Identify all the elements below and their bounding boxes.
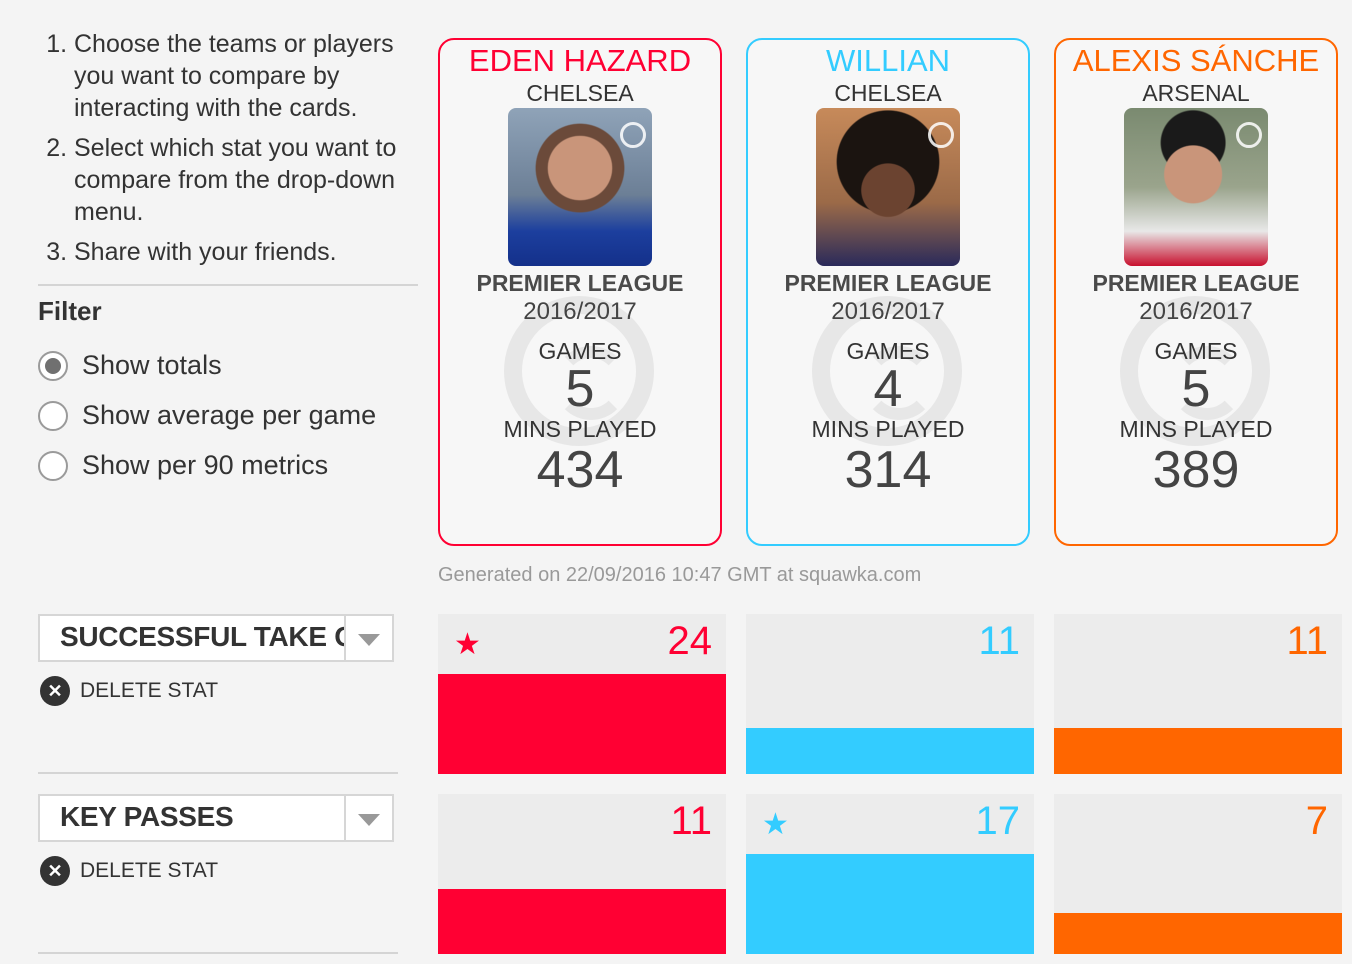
stat-bar — [1054, 913, 1342, 954]
stat-bar — [746, 854, 1034, 954]
divider — [38, 284, 418, 286]
stat-bar — [438, 674, 726, 774]
star-icon: ★ — [762, 808, 789, 841]
player-photo — [508, 108, 652, 266]
instructions-list: Choose the teams or players you want to … — [40, 28, 416, 276]
league-name: PREMIER LEAGUE — [1092, 270, 1300, 296]
player-photo — [1124, 108, 1268, 266]
games-label: GAMES — [1154, 338, 1238, 364]
squawka-logo-icon — [1236, 122, 1262, 148]
stat-bar — [746, 728, 1034, 774]
player-team: CHELSEA — [834, 80, 942, 106]
stat-value-box: 17 ★ — [746, 794, 1034, 954]
radio-button[interactable] — [38, 450, 68, 481]
player-card-hazard[interactable]: EDEN HAZARD CHELSEA PREMIER LEAGUE 2016/… — [438, 38, 722, 546]
filter-title: Filter — [38, 296, 102, 326]
stat-value: 7 — [1305, 799, 1328, 843]
instruction-step: Choose the teams or players you want to … — [74, 28, 416, 124]
filter-option-label: Show average per game — [82, 400, 377, 430]
games-value: 4 — [873, 360, 903, 418]
player-team: ARSENAL — [1142, 80, 1250, 106]
player-card-sanchez[interactable]: ALEXIS SÁNCHE ARSENAL PREMIER LEAGUE 201… — [1054, 38, 1338, 546]
stat-select-2[interactable]: KEY PASSES — [38, 794, 394, 842]
stat-select-1[interactable]: SUCCESSFUL TAKE ONS — [38, 614, 394, 662]
stat-value: 11 — [670, 799, 712, 843]
filter-option-average[interactable]: Show average per game — [38, 400, 376, 431]
stat-value: 24 — [667, 619, 713, 663]
stat-value: 11 — [1286, 619, 1328, 663]
stat-value-box: 24 ★ — [438, 614, 726, 774]
player-card-willian[interactable]: WILLIAN CHELSEA PREMIER LEAGUE 2016/2017… — [746, 38, 1030, 546]
squawka-logo-icon — [928, 122, 954, 148]
generated-note: Generated on 22/09/2016 10:47 GMT at squ… — [438, 564, 922, 586]
stat-select-value: KEY PASSES — [60, 801, 234, 832]
games-label: GAMES — [538, 338, 622, 364]
player-photo — [816, 108, 960, 266]
close-icon[interactable]: ✕ — [40, 856, 70, 886]
radio-button[interactable] — [38, 400, 68, 431]
games-value: 5 — [565, 360, 595, 418]
mins-value: 434 — [536, 441, 624, 499]
stat-value: 11 — [978, 619, 1020, 663]
radio-button[interactable] — [38, 350, 68, 381]
divider — [38, 952, 398, 954]
instruction-step: Select which stat you want to compare fr… — [74, 132, 416, 228]
chevron-down-icon[interactable] — [344, 796, 392, 840]
stat-value-box: 7 — [1054, 794, 1342, 954]
filter-option-per90[interactable]: Show per 90 metrics — [38, 450, 328, 481]
mins-value: 314 — [844, 441, 932, 499]
stat-value-box: 11 — [746, 614, 1034, 774]
player-team: CHELSEA — [526, 80, 634, 106]
mins-value: 389 — [1152, 441, 1240, 499]
close-icon[interactable]: ✕ — [40, 676, 70, 706]
season: 2016/2017 — [831, 298, 945, 325]
league-name: PREMIER LEAGUE — [476, 270, 684, 296]
stat-bar — [438, 889, 726, 954]
mins-label: MINS PLAYED — [503, 416, 657, 442]
delete-stat-button-2[interactable]: ✕ DELETE STAT — [40, 856, 218, 886]
player-name: EDEN HAZARD — [468, 43, 692, 78]
mins-label: MINS PLAYED — [811, 416, 965, 442]
squawka-logo-icon — [620, 122, 646, 148]
season: 2016/2017 — [523, 298, 637, 325]
chevron-down-icon[interactable] — [344, 616, 392, 660]
delete-stat-button-1[interactable]: ✕ DELETE STAT — [40, 676, 218, 706]
player-name: ALEXIS SÁNCHE — [1072, 43, 1320, 78]
divider — [38, 772, 398, 774]
stat-bar — [1054, 728, 1342, 774]
stat-value-box: 11 — [438, 794, 726, 954]
delete-stat-label: DELETE STAT — [80, 679, 219, 702]
filter-option-totals[interactable]: Show totals — [38, 350, 222, 381]
filter-option-label: Show totals — [82, 350, 222, 380]
games-value: 5 — [1181, 360, 1211, 418]
games-label: GAMES — [846, 338, 930, 364]
star-icon: ★ — [454, 628, 481, 661]
stat-select-value: SUCCESSFUL TAKE ONS — [60, 621, 344, 652]
mins-label: MINS PLAYED — [1119, 416, 1273, 442]
stat-value: 17 — [975, 799, 1021, 843]
delete-stat-label: DELETE STAT — [80, 859, 219, 882]
season: 2016/2017 — [1139, 298, 1253, 325]
player-name: WILLIAN — [825, 43, 951, 78]
instruction-step: Share with your friends. — [74, 236, 416, 268]
league-name: PREMIER LEAGUE — [784, 270, 992, 296]
stat-value-box: 11 — [1054, 614, 1342, 774]
filter-option-label: Show per 90 metrics — [82, 450, 329, 480]
